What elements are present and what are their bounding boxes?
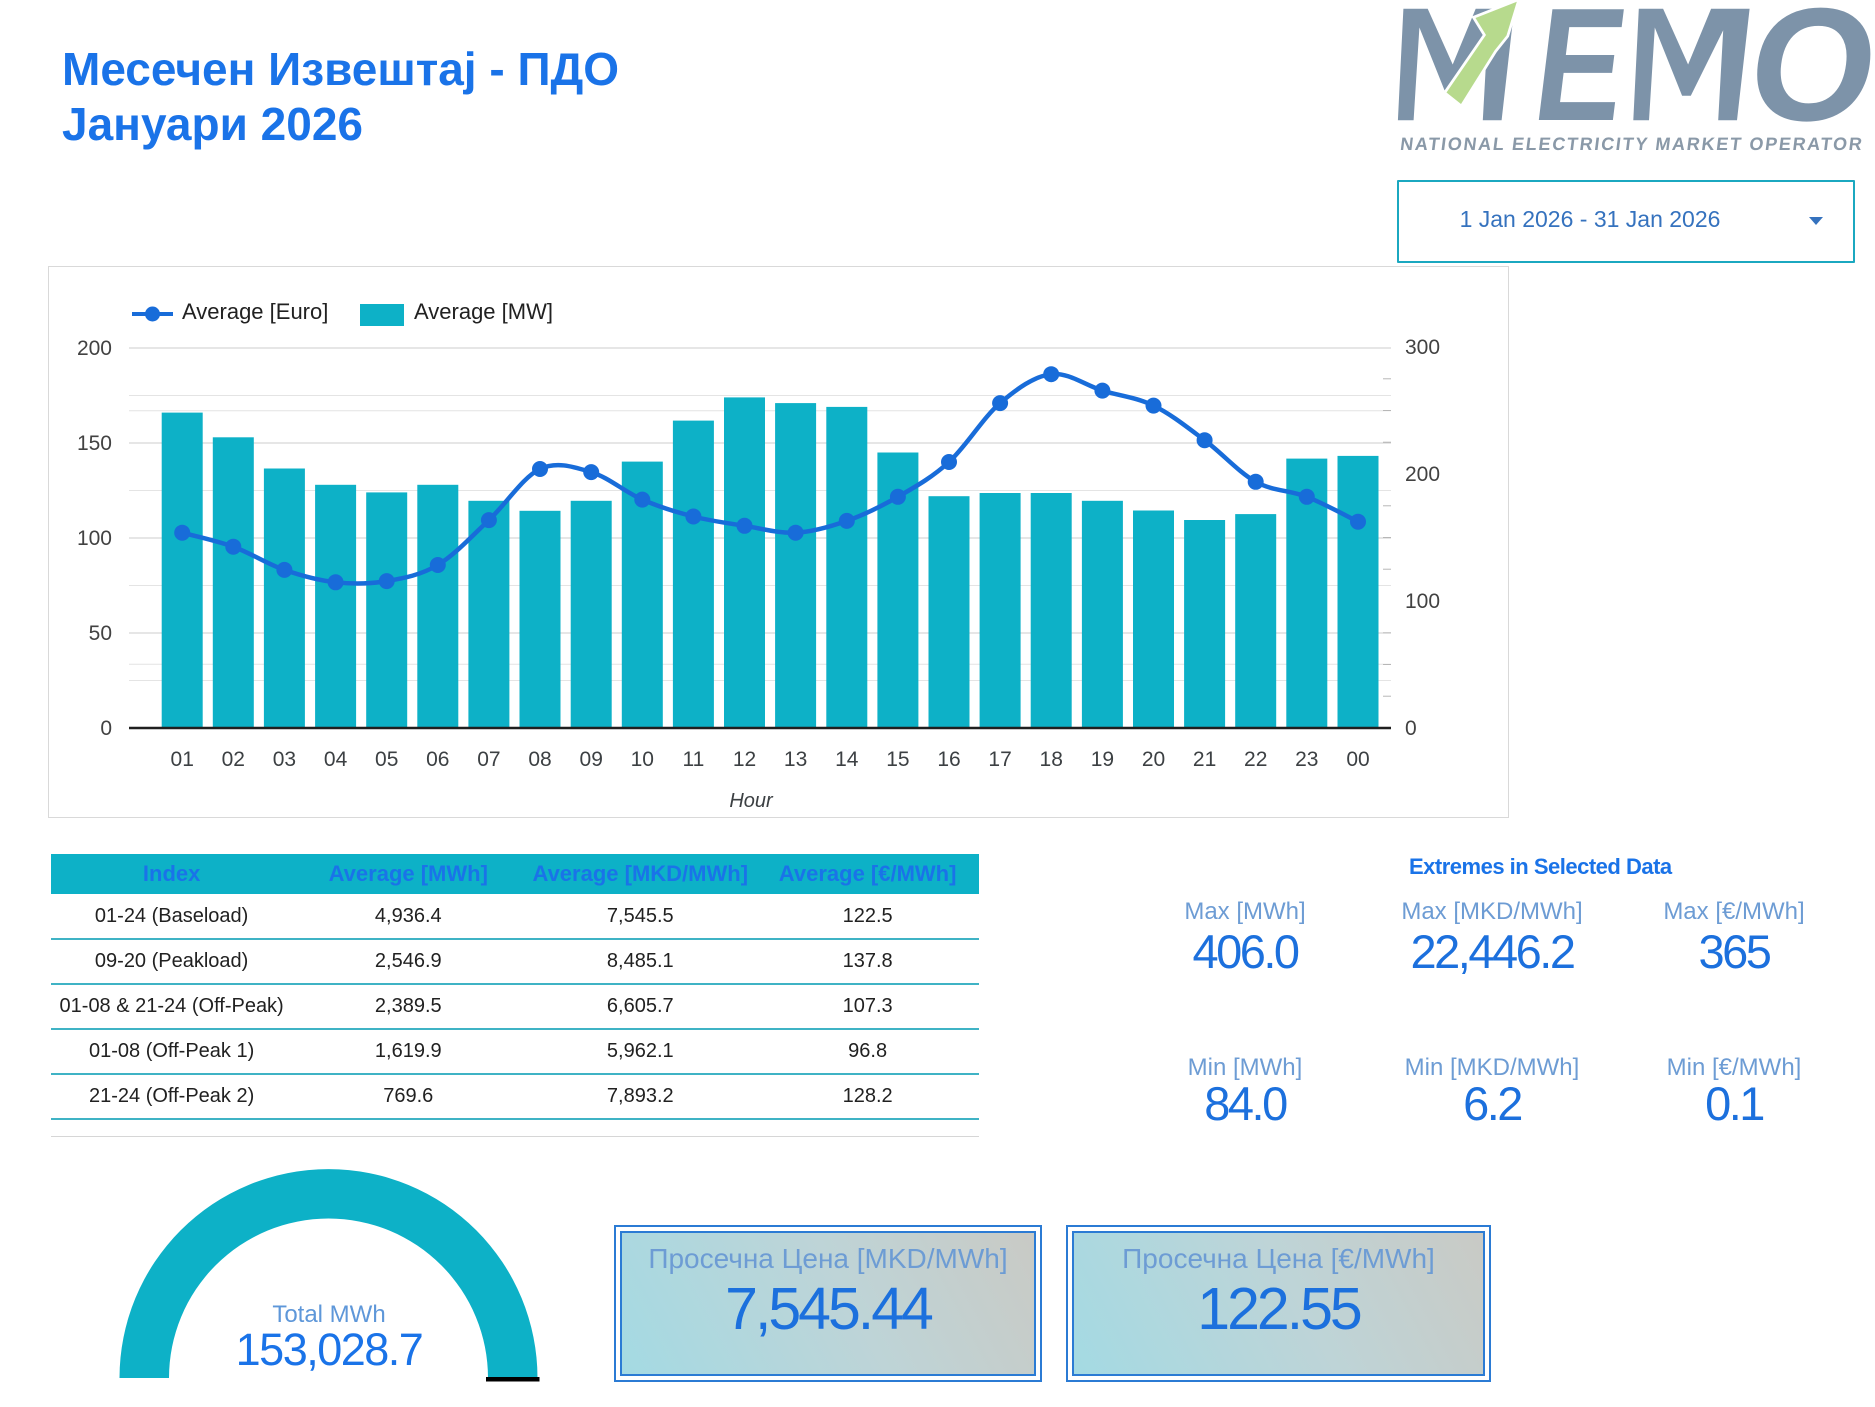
svg-text:09: 09 — [580, 748, 603, 771]
svg-text:0: 0 — [1405, 717, 1417, 740]
svg-text:04: 04 — [324, 748, 348, 771]
svg-text:13: 13 — [784, 748, 807, 771]
svg-text:50: 50 — [89, 622, 112, 645]
svg-text:150: 150 — [77, 432, 112, 455]
svg-text:07: 07 — [477, 748, 500, 771]
svg-text:19: 19 — [1091, 748, 1114, 771]
svg-text:0: 0 — [100, 717, 112, 740]
svg-text:300: 300 — [1405, 336, 1440, 359]
svg-text:100: 100 — [1405, 590, 1440, 613]
svg-text:23: 23 — [1295, 748, 1318, 771]
svg-text:Hour: Hour — [729, 790, 774, 812]
svg-text:16: 16 — [937, 748, 960, 771]
svg-text:22: 22 — [1244, 748, 1267, 771]
svg-text:08: 08 — [528, 748, 551, 771]
svg-text:21: 21 — [1193, 748, 1216, 771]
svg-text:Average [MW]: Average [MW] — [414, 299, 553, 324]
svg-text:E: E — [1526, 0, 1636, 155]
svg-text:O: O — [1740, 0, 1875, 155]
svg-text:Average [Euro]: Average [Euro] — [182, 299, 328, 324]
svg-text:00: 00 — [1346, 748, 1369, 771]
svg-text:200: 200 — [77, 337, 112, 360]
svg-text:20: 20 — [1142, 748, 1165, 771]
svg-text:100: 100 — [77, 527, 112, 550]
svg-text:03: 03 — [273, 748, 296, 771]
svg-text:14: 14 — [835, 748, 859, 771]
svg-text:15: 15 — [886, 748, 909, 771]
svg-text:01: 01 — [171, 748, 194, 771]
svg-text:18: 18 — [1040, 748, 1063, 771]
svg-text:200: 200 — [1405, 463, 1440, 486]
svg-text:12: 12 — [733, 748, 756, 771]
svg-text:02: 02 — [222, 748, 245, 771]
svg-text:06: 06 — [426, 748, 449, 771]
svg-text:17: 17 — [988, 748, 1011, 771]
svg-text:11: 11 — [682, 748, 704, 771]
svg-text:05: 05 — [375, 748, 398, 771]
svg-text:10: 10 — [631, 748, 654, 771]
